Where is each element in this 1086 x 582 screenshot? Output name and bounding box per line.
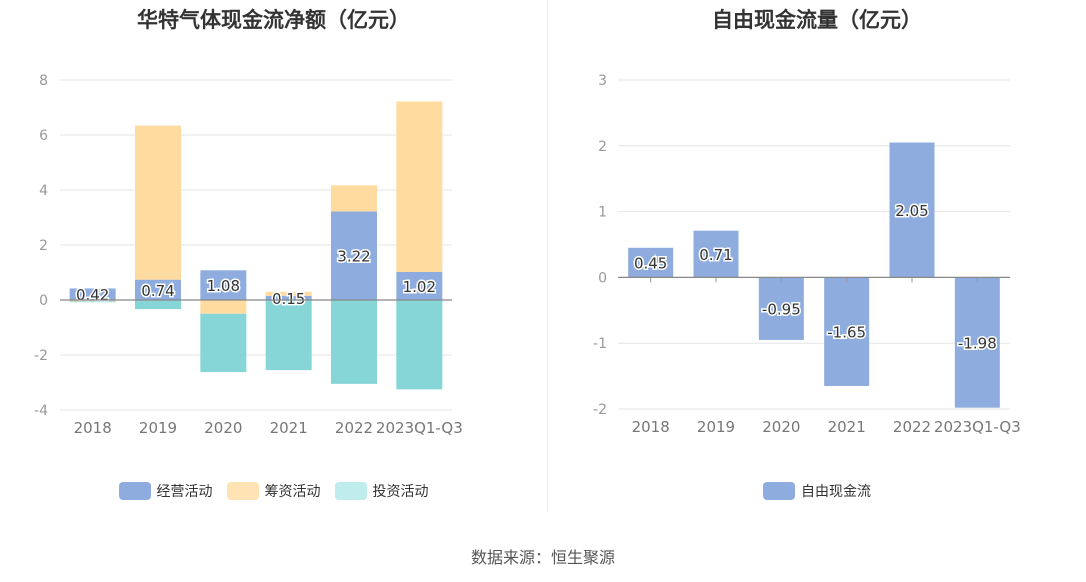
- legend-item[interactable]: 投资活动: [334, 481, 429, 501]
- legend-label: 经营活动: [156, 484, 213, 500]
- y-tick-label: 2: [598, 139, 607, 155]
- x-category-label: 2020: [204, 419, 242, 437]
- panel-divider: [547, 0, 548, 512]
- x-category-label: 2022: [335, 419, 373, 437]
- y-tick-label: 1: [598, 205, 607, 221]
- cash-flow-chart: 8 6 4 2 0 -2 -4 2018 0.42 2019 0.74 2020 1.08 2021 0.1…: [34, 73, 463, 437]
- x-category-label: 2019: [697, 418, 735, 436]
- y-tick-label: 6: [39, 128, 48, 144]
- legend-label: 筹资活动: [264, 484, 321, 500]
- chart-legend: 经营活动 筹资活动 投资活动: [0, 481, 547, 501]
- bar-筹资活动: [331, 185, 377, 212]
- chart-title: 华特气体现金流净额（亿元）: [137, 8, 410, 32]
- data-label: 0.71: [699, 246, 732, 264]
- y-tick-label: 2: [39, 238, 48, 254]
- legend-swatch: [763, 482, 795, 500]
- x-category-label: 2023Q1-Q3: [934, 418, 1021, 436]
- y-tick-label: 0: [598, 270, 607, 286]
- data-label: 0.45: [634, 255, 667, 273]
- x-category-label: 2021: [270, 419, 308, 437]
- bar-筹资活动: [200, 300, 247, 314]
- bar-投资活动: [200, 313, 247, 373]
- legend-item[interactable]: 经营活动: [118, 481, 213, 501]
- data-label: 3.22: [337, 248, 370, 266]
- y-tick-label: -1: [593, 336, 607, 352]
- data-label: 1.08: [207, 277, 240, 295]
- data-label: 2.05: [895, 202, 928, 220]
- data-label: -0.95: [762, 301, 801, 319]
- bar-经营活动: [69, 288, 116, 300]
- bar-自由现金流: [758, 277, 804, 340]
- y-tick-label: 0: [39, 293, 48, 309]
- data-label: 0.15: [272, 290, 305, 308]
- bar-经营活动: [265, 295, 312, 300]
- bar-经营活动: [135, 279, 181, 300]
- data-label: -1.65: [827, 324, 866, 342]
- x-category-label: 2018: [632, 418, 670, 436]
- y-tick-label: -2: [593, 402, 607, 418]
- bar-投资活动: [135, 300, 181, 310]
- cash-flow-chart-panel: 华特气体现金流净额（亿元） 8 6 4 2 0 -2 -4 2018 0.42 2019 0.74 2…: [0, 0, 547, 520]
- bar-自由现金流: [889, 142, 935, 278]
- data-label: 0.74: [141, 282, 174, 300]
- free-cash-flow-chart: 3 2 1 0 -1 -2 2018 0.45 2019 0.71 2020 -0.95 2021 -1.…: [593, 73, 1021, 436]
- x-category-label: 2018: [74, 419, 112, 437]
- bar-经营活动: [396, 271, 443, 300]
- bar-筹资活动: [69, 300, 116, 302]
- chart-title: 自由现金流量（亿元）: [712, 8, 922, 32]
- chart-legend: 自由现金流: [548, 481, 1086, 501]
- y-tick-label: 3: [598, 73, 607, 89]
- bar-自由现金流: [824, 277, 870, 386]
- y-tick-label: 8: [39, 73, 48, 89]
- x-category-label: 2022: [893, 418, 931, 436]
- legend-label: 自由现金流: [801, 484, 871, 500]
- bar-投资活动: [265, 300, 312, 371]
- legend-item[interactable]: 筹资活动: [226, 481, 321, 501]
- bar-自由现金流: [628, 247, 674, 278]
- legend-swatch: [118, 482, 151, 500]
- bar-经营活动: [200, 270, 247, 300]
- data-source-note: 数据来源：恒生聚源: [470, 548, 615, 567]
- x-category-label: 2020: [762, 418, 800, 436]
- bar-经营活动: [331, 211, 377, 300]
- data-label: 0.42: [76, 286, 109, 304]
- y-tick-label: -4: [34, 403, 48, 419]
- bar-筹资活动: [265, 291, 312, 296]
- y-tick-label: 4: [39, 183, 48, 199]
- data-label: -1.98: [958, 335, 997, 353]
- legend-swatch: [334, 482, 367, 500]
- bar-投资活动: [396, 300, 443, 390]
- bar-自由现金流: [693, 230, 739, 278]
- y-tick-label: -2: [34, 348, 48, 364]
- bar-投资活动: [331, 300, 377, 384]
- legend-swatch: [226, 482, 259, 500]
- bar-筹资活动: [396, 101, 443, 272]
- legend-item[interactable]: 自由现金流: [763, 481, 871, 501]
- x-category-label: 2019: [139, 419, 177, 437]
- bar-投资活动: [69, 301, 116, 303]
- data-label: 1.02: [403, 278, 436, 296]
- free-cash-flow-chart-panel: 自由现金流量（亿元） 3 2 1 0 -1 -2 2018 0.45 2019 0.71 2020 -…: [548, 0, 1086, 520]
- x-category-label: 2021: [828, 418, 866, 436]
- bar-自由现金流: [954, 277, 1000, 408]
- legend-label: 投资活动: [372, 484, 429, 500]
- x-category-label: 2023Q1-Q3: [376, 419, 463, 437]
- bar-筹资活动: [135, 125, 181, 280]
